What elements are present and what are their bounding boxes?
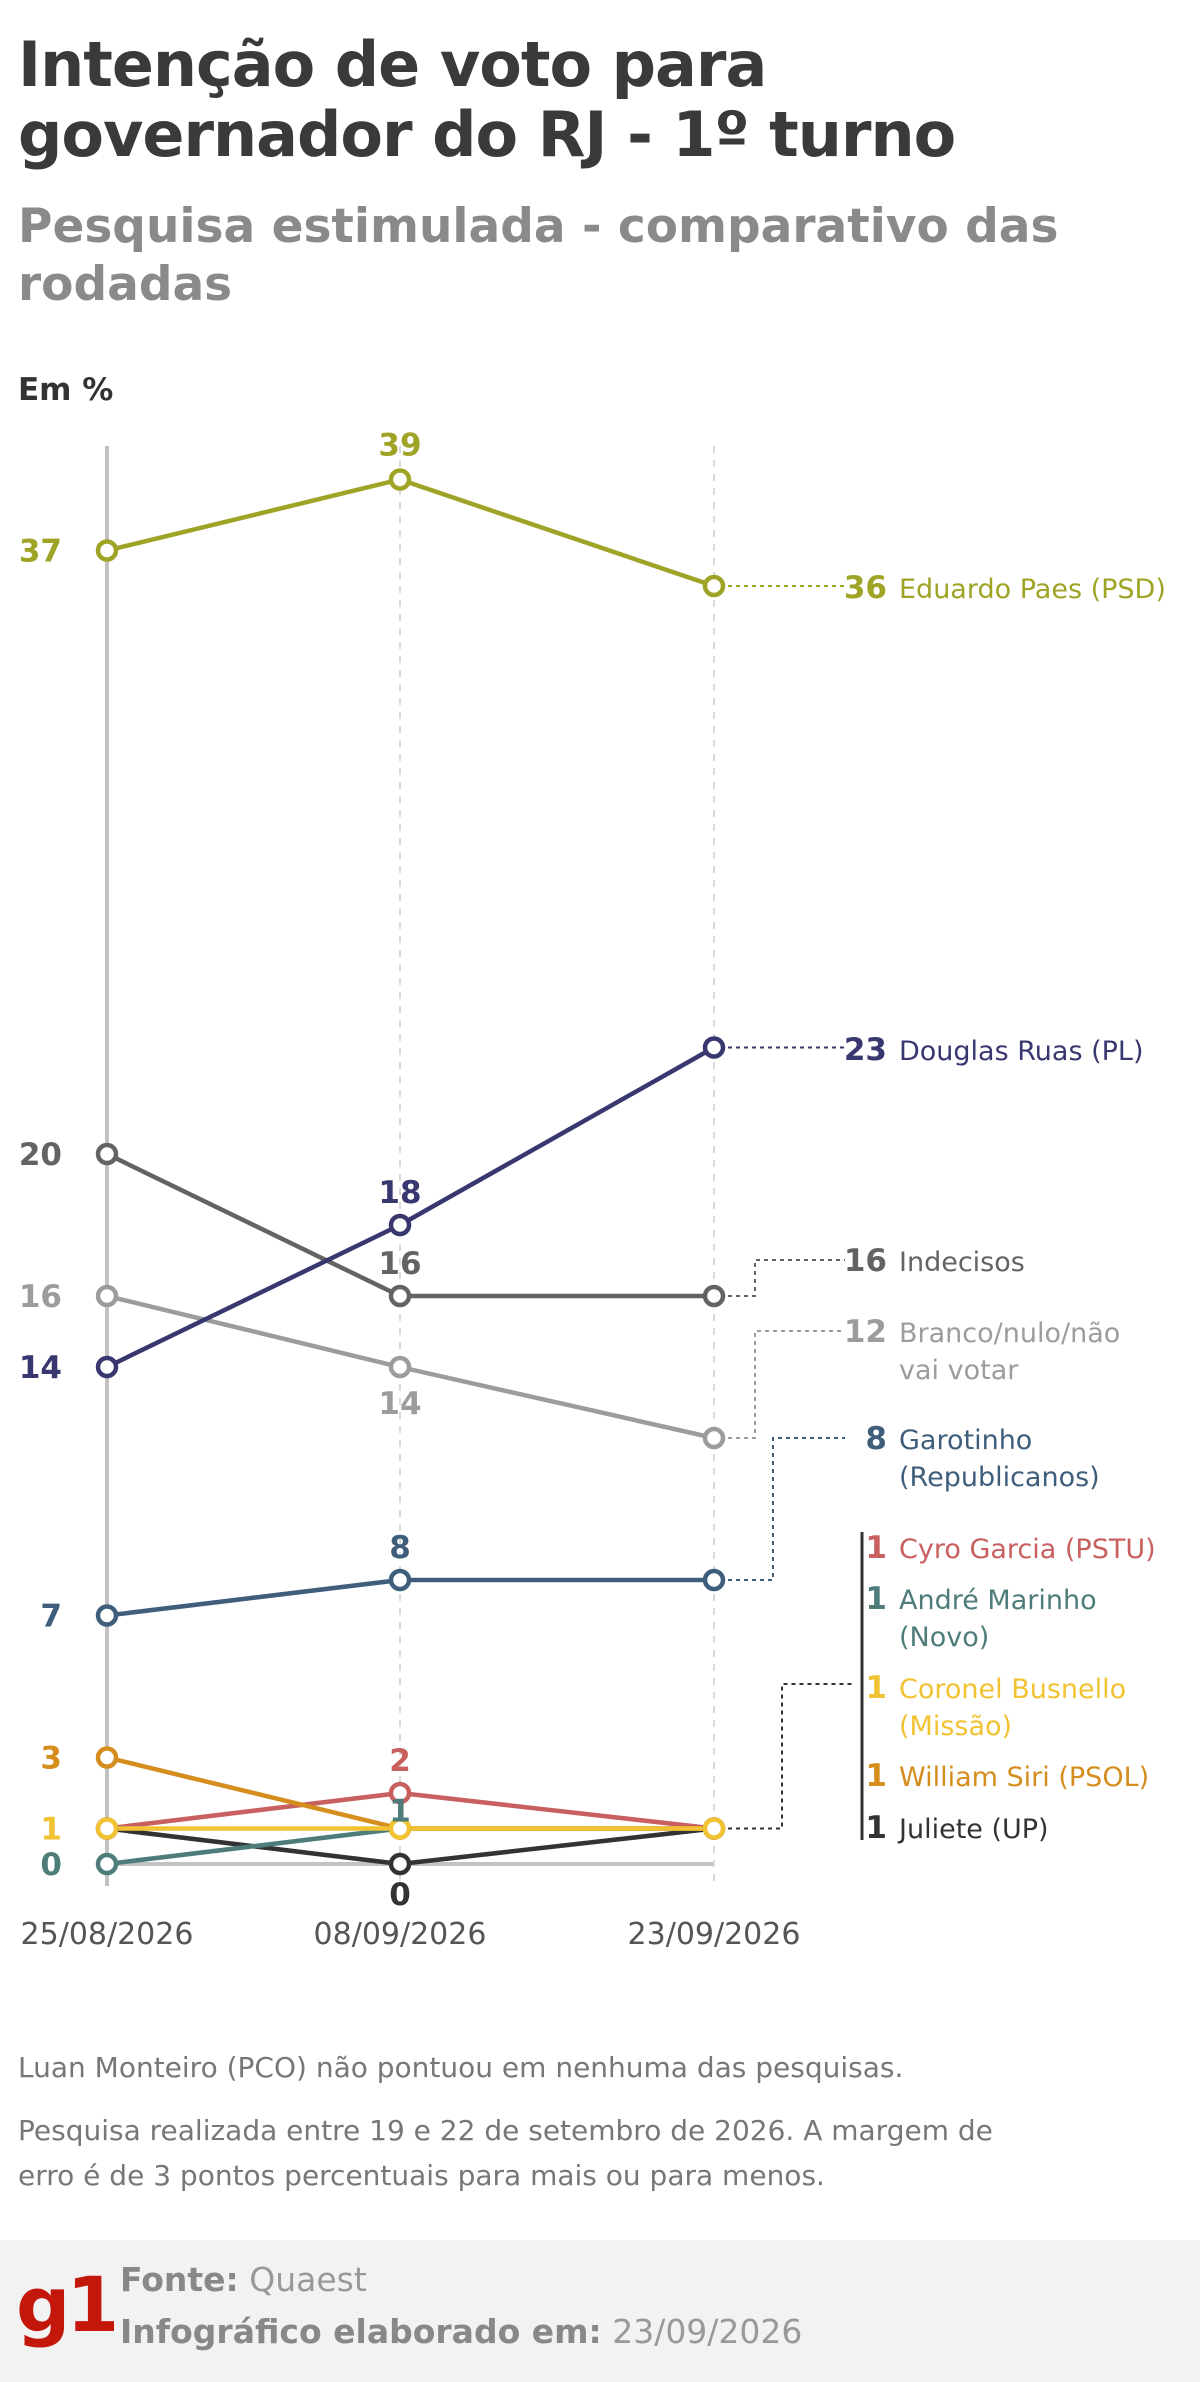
line-chart: 25/08/2026 08/09/2026 23/09/20263739141820… xyxy=(19,428,1166,1953)
legend-name: vai votar xyxy=(899,1355,1019,1386)
data-point xyxy=(388,1213,412,1237)
chart-title: Intenção de voto para governador do RJ -… xyxy=(18,28,956,171)
data-point xyxy=(388,468,412,491)
data-label: 20 xyxy=(19,1137,62,1173)
data-label: 14 xyxy=(19,1350,62,1386)
data-point xyxy=(388,1568,412,1592)
legend-name: Eduardo Paes (PSD) xyxy=(899,574,1166,605)
legend-name: (Missão) xyxy=(899,1711,1012,1742)
footer: g1 Fonte: Quaest Infográfico elaborado e… xyxy=(0,2240,1200,2382)
source-label: Fonte: xyxy=(120,2260,239,2299)
legend-value: 16 xyxy=(844,1243,887,1279)
data-point xyxy=(95,1817,119,1840)
date-line: Infográfico elaborado em: 23/09/2026 xyxy=(120,2312,802,2351)
legend-name: (Republicanos) xyxy=(899,1462,1100,1493)
data-point xyxy=(95,1355,119,1379)
data-label: 18 xyxy=(378,1175,421,1211)
date-label: Infográfico elaborado em: xyxy=(120,2312,602,2351)
chart-subtitle: Pesquisa estimulada - comparativo das ro… xyxy=(18,199,1059,312)
data-point xyxy=(702,1817,726,1840)
data-point xyxy=(95,1284,119,1308)
series-line xyxy=(106,1826,715,1867)
legend-name: Douglas Ruas (PL) xyxy=(899,1036,1144,1067)
data-point xyxy=(388,1355,412,1379)
legend-name: Indecisos xyxy=(899,1247,1025,1278)
legend-value: 1 xyxy=(865,1810,887,1846)
legend-leader xyxy=(728,1330,845,1439)
data-label: 39 xyxy=(378,428,421,464)
x-tick-label: 25/08/2026 xyxy=(21,1917,194,1952)
legend-value: 36 xyxy=(844,570,887,606)
data-label: 1 xyxy=(389,1794,411,1830)
legend-name: Juliete (UP) xyxy=(897,1814,1049,1845)
g1-logo: g1 xyxy=(16,2260,119,2349)
unit-label: Em % xyxy=(18,372,114,408)
legend-name: (Novo) xyxy=(899,1622,989,1653)
legend-name: Garotinho xyxy=(899,1425,1032,1456)
legend-name: Branco/nulo/não xyxy=(899,1318,1120,1349)
data-label: 8 xyxy=(389,1530,411,1566)
data-label: 16 xyxy=(378,1246,421,1282)
data-point xyxy=(95,1852,119,1876)
date-value: 23/09/2026 xyxy=(612,2312,803,2351)
legend-leader xyxy=(728,1437,845,1581)
data-label: 2 xyxy=(389,1743,411,1779)
legend-name: William Siri (PSOL) xyxy=(899,1762,1149,1793)
data-point xyxy=(702,1426,726,1450)
data-point xyxy=(95,1746,119,1769)
data-label: 1 xyxy=(40,1812,62,1848)
x-tick-label: 23/09/2026 xyxy=(628,1917,801,1952)
source-value: Quaest xyxy=(249,2260,367,2299)
data-label: 16 xyxy=(19,1279,62,1315)
legend-leader xyxy=(728,1683,855,1830)
data-point xyxy=(388,1852,412,1876)
legend-value: 1 xyxy=(865,1758,887,1794)
data-point xyxy=(95,539,119,562)
legend-leader xyxy=(728,1259,845,1297)
data-label: 3 xyxy=(40,1741,62,1777)
data-label: 7 xyxy=(40,1599,62,1635)
legend-value: 1 xyxy=(865,1581,887,1617)
series-line xyxy=(106,1826,714,1867)
data-point xyxy=(702,1568,726,1592)
data-label: 14 xyxy=(378,1386,421,1422)
note-no-points: Luan Monteiro (PCO) não pontuou em nenhu… xyxy=(18,2051,904,2084)
legend-value: 12 xyxy=(844,1314,887,1350)
note-methodology: Pesquisa realizada entre 19 e 22 de sete… xyxy=(18,2114,993,2192)
legend-value: 23 xyxy=(844,1032,887,1068)
data-point xyxy=(702,1284,726,1308)
legend-value: 1 xyxy=(865,1530,887,1566)
source-line: Fonte: Quaest xyxy=(120,2260,367,2299)
data-point xyxy=(702,1036,726,1059)
series-line xyxy=(106,1577,714,1618)
legend-value: 8 xyxy=(865,1421,887,1457)
data-point xyxy=(388,1817,412,1840)
data-point xyxy=(388,1781,412,1805)
legend-name: Cyro Garcia (PSTU) xyxy=(899,1534,1156,1565)
x-tick-label: 08/09/2026 xyxy=(314,1917,487,1952)
data-label: 0 xyxy=(389,1877,411,1913)
data-point xyxy=(702,574,726,598)
legend-value: 1 xyxy=(865,1670,887,1706)
series-line xyxy=(106,477,715,589)
data-label: 37 xyxy=(19,534,62,570)
data-label: 0 xyxy=(40,1847,62,1883)
legend-name: André Marinho xyxy=(899,1585,1097,1616)
data-point xyxy=(95,1604,119,1627)
legend-name: Coronel Busnello xyxy=(899,1674,1126,1705)
data-point xyxy=(95,1142,119,1166)
data-point xyxy=(388,1284,412,1308)
